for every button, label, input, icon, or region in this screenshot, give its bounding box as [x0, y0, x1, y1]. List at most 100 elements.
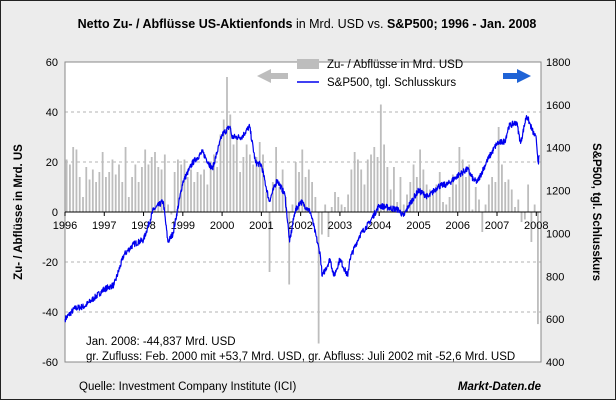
- bar-127: [481, 212, 484, 232]
- bar-39: [193, 182, 196, 212]
- bar-10: [98, 172, 101, 212]
- bar-78: [321, 212, 323, 235]
- bar-98: [386, 167, 389, 212]
- bar-31: [167, 204, 169, 212]
- bar-123: [468, 164, 471, 212]
- y-axis-right-label: S&P500, tgl. Schlusskurs: [590, 143, 602, 281]
- chart-title: Netto Zu- / Abflüsse US-Aktienfonds in M…: [78, 17, 537, 31]
- x-tick-label-3: 1999: [171, 220, 195, 232]
- bar-55: [245, 144, 248, 212]
- bar-79: [324, 204, 327, 212]
- bar-137: [514, 207, 516, 212]
- bar-97: [383, 144, 385, 212]
- bar-9: [95, 182, 97, 212]
- bar-91: [363, 184, 366, 212]
- bar-135: [507, 179, 510, 212]
- bar-3: [75, 149, 78, 212]
- bar-134: [504, 182, 507, 212]
- chart-title-part-4: ; 1996 - Jan. 2008: [434, 17, 537, 31]
- bar-7: [88, 179, 91, 212]
- bar-53: [239, 172, 241, 212]
- bar-33: [173, 172, 176, 212]
- bar-96: [379, 104, 382, 212]
- bar-139: [520, 212, 523, 222]
- bar-59: [258, 142, 261, 212]
- bar-94: [373, 147, 376, 212]
- bar-73: [304, 177, 307, 212]
- legend-line-label: S&P500, tgl. Schlusskurs: [327, 77, 456, 89]
- bar-6: [85, 167, 88, 212]
- chart-title-part-3: S&P500: [387, 17, 434, 31]
- bar-113: [435, 184, 438, 212]
- bar-116: [445, 204, 448, 212]
- bar-100: [393, 167, 395, 212]
- bar-34: [177, 159, 179, 212]
- bar-109: [422, 169, 425, 212]
- y-left-tick-label-3: 0: [52, 207, 58, 219]
- bar-88: [353, 152, 356, 212]
- bar-13: [108, 172, 111, 212]
- bar-0: [65, 159, 68, 212]
- bar-29: [160, 169, 163, 212]
- left-axis-arrow-icon: [257, 69, 288, 83]
- y-right-tick-label-4: 1000: [546, 228, 570, 240]
- x-tick-label-11: 2007: [485, 220, 509, 232]
- bar-85: [343, 207, 346, 212]
- bar-16: [118, 164, 120, 212]
- bar-69: [291, 204, 294, 212]
- bar-44: [209, 162, 212, 212]
- annotation-extremes: gr. Zufluss: Feb. 2000 mit +53,7 Mrd. US…: [86, 351, 515, 363]
- bar-4: [78, 177, 81, 212]
- chart-title-part-1: Netto Zu- / Abflüsse US-Aktienfonds: [78, 17, 293, 31]
- bar-41: [199, 174, 202, 212]
- bar-74: [307, 169, 310, 212]
- bar-82: [334, 192, 336, 212]
- bar-17: [121, 182, 124, 212]
- bar-76: [314, 197, 317, 212]
- y-axis-right-ticks: 1800 1600 1400 1200 1000 800 600 400: [546, 57, 570, 369]
- brand-label: Markt-Daten.de: [458, 381, 542, 393]
- y-left-tick-label-4: -20: [42, 257, 58, 269]
- bar-141: [527, 184, 530, 212]
- bar-84: [340, 204, 343, 212]
- bar-24: [144, 149, 147, 212]
- bar-130: [491, 177, 493, 212]
- x-tick-label-10: 2006: [445, 220, 469, 232]
- bar-23: [141, 167, 143, 212]
- bar-48: [222, 119, 225, 212]
- bar-121: [461, 159, 464, 212]
- y-right-tick-label-6: 600: [546, 314, 564, 326]
- bar-22: [137, 182, 140, 212]
- bar-11: [101, 152, 104, 212]
- bar-86: [347, 194, 349, 212]
- x-tick-label-8: 2004: [367, 220, 391, 232]
- bar-8: [91, 169, 94, 212]
- bar-128: [484, 204, 487, 212]
- bar-93: [370, 154, 372, 212]
- bar-90: [360, 169, 363, 212]
- bar-140: [523, 212, 526, 220]
- bar-62: [268, 212, 271, 272]
- bar-99: [389, 189, 392, 212]
- bar-108: [419, 149, 421, 212]
- bar-40: [196, 172, 199, 212]
- legend-bar-swatch: [297, 59, 319, 69]
- y-right-tick-label-3: 1200: [546, 186, 570, 198]
- bar-114: [438, 172, 441, 212]
- bar-63: [271, 182, 274, 212]
- bar-103: [402, 204, 405, 212]
- y-left-tick-label-1: 40: [46, 107, 58, 119]
- bar-36: [183, 159, 186, 212]
- bar-119: [455, 184, 457, 212]
- bar-112: [432, 194, 435, 212]
- bar-105: [409, 182, 412, 212]
- bar-124: [471, 209, 474, 212]
- bar-54: [242, 157, 245, 212]
- bar-49: [226, 77, 228, 212]
- bar-70: [294, 162, 297, 212]
- bar-14: [111, 159, 114, 212]
- y-left-tick-label-6: -60: [42, 357, 58, 369]
- bar-71: [298, 172, 300, 212]
